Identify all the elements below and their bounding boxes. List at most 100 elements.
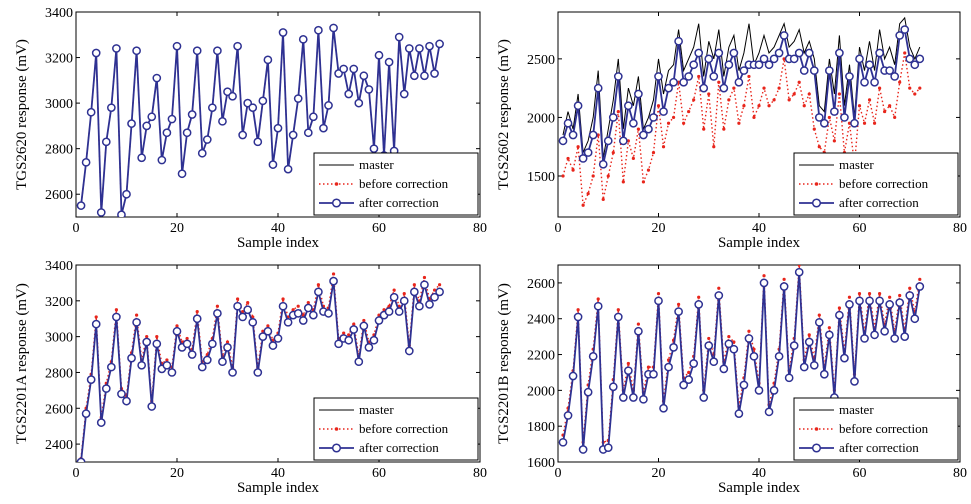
point-after-correction xyxy=(435,39,444,49)
point-after-correction xyxy=(228,368,237,377)
point-after-correction xyxy=(248,317,258,327)
point-before-correction xyxy=(241,309,245,314)
point-after-correction xyxy=(167,114,177,124)
y-tick-label: 2400 xyxy=(527,313,555,328)
legend-label: master xyxy=(839,157,874,172)
point-after-correction xyxy=(197,362,207,372)
point-before-correction xyxy=(893,115,897,120)
point-after-correction xyxy=(734,409,744,418)
point-before-correction xyxy=(742,104,746,108)
point-after-correction xyxy=(563,411,573,420)
point-after-correction xyxy=(709,72,719,81)
point-after-correction xyxy=(369,144,379,154)
series-line-after-correction xyxy=(562,272,921,451)
y-tick-label: 1800 xyxy=(527,420,555,435)
point-before-correction xyxy=(94,315,98,319)
point-before-correction xyxy=(422,275,427,280)
legend-box xyxy=(793,152,959,216)
legend-box xyxy=(793,397,959,461)
x-axis-label: Sample index xyxy=(718,235,801,251)
point-before-correction xyxy=(832,139,836,143)
point-after-correction xyxy=(167,368,177,377)
point-after-correction xyxy=(845,300,854,309)
point-before-correction xyxy=(656,292,661,296)
point-after-correction xyxy=(258,96,268,106)
point-after-correction xyxy=(679,380,688,390)
x-tick-label: 80 xyxy=(473,466,487,481)
series-line-after-correction xyxy=(562,27,921,165)
point-before-correction xyxy=(883,109,887,114)
point-after-correction xyxy=(278,301,288,311)
legend-marker xyxy=(814,182,819,186)
point-after-correction xyxy=(654,296,663,306)
point-after-correction xyxy=(664,83,673,93)
point-before-correction xyxy=(331,272,336,276)
x-axis-label: Sample index xyxy=(718,480,801,496)
point-after-correction xyxy=(825,66,834,75)
y-tick-label: 2000 xyxy=(527,384,555,399)
point-after-correction xyxy=(354,357,364,367)
point-after-correction xyxy=(639,130,648,140)
point-after-correction xyxy=(814,317,824,327)
point-after-correction xyxy=(91,48,101,58)
point-after-correction xyxy=(860,334,869,343)
point-after-correction xyxy=(689,60,699,70)
point-before-correction xyxy=(847,295,852,299)
point-before-correction xyxy=(732,86,736,90)
point-before-correction xyxy=(641,180,646,184)
legend-label: after correction xyxy=(839,195,919,210)
point-before-correction xyxy=(867,98,872,102)
point-after-correction xyxy=(900,25,910,34)
point-after-correction xyxy=(147,402,157,411)
point-after-correction xyxy=(679,77,688,87)
point-after-correction xyxy=(187,110,197,119)
point-after-correction xyxy=(243,305,253,315)
point-before-correction xyxy=(135,313,139,317)
point-after-correction xyxy=(359,71,369,81)
point-after-correction xyxy=(344,335,354,345)
y-axis-label: TGS2620 response (mV) xyxy=(14,39,30,190)
point-before-correction xyxy=(777,86,781,90)
point-before-correction xyxy=(155,335,159,339)
point-after-correction xyxy=(435,287,444,297)
point-after-correction xyxy=(799,362,809,372)
x-tick-label: 0 xyxy=(73,221,80,236)
point-before-correction xyxy=(717,80,721,84)
point-after-correction xyxy=(684,72,694,81)
series-group xyxy=(76,272,444,462)
point-before-correction xyxy=(616,308,620,312)
point-after-correction xyxy=(779,282,789,291)
chart-panel-4: 0 20 40 60 80 1600 1800 2000 2200 2400 2600 Sample … xyxy=(496,264,967,496)
point-after-correction xyxy=(573,312,583,322)
point-after-correction xyxy=(420,280,429,290)
point-before-correction xyxy=(576,308,580,312)
point-after-correction xyxy=(177,169,187,179)
point-after-correction xyxy=(624,101,633,111)
point-after-correction xyxy=(684,375,694,384)
point-before-correction xyxy=(903,51,907,55)
point-after-correction xyxy=(319,123,328,133)
point-after-correction xyxy=(855,296,864,306)
point-after-correction xyxy=(729,48,739,58)
point-after-correction xyxy=(714,291,724,300)
x-tick-label: 60 xyxy=(372,221,386,236)
point-before-correction xyxy=(802,104,806,108)
point-after-correction xyxy=(603,443,613,453)
point-after-correction xyxy=(618,136,628,146)
point-before-correction xyxy=(888,295,892,299)
point-after-correction xyxy=(905,291,915,300)
point-after-correction xyxy=(410,287,419,297)
point-before-correction xyxy=(682,121,686,125)
point-before-correction xyxy=(867,292,872,296)
point-after-correction xyxy=(719,364,729,374)
point-before-correction xyxy=(677,302,681,306)
point-after-correction xyxy=(394,32,404,42)
point-after-correction xyxy=(122,396,131,406)
point-after-correction xyxy=(298,34,308,44)
legend-marker xyxy=(334,182,339,186)
point-after-correction xyxy=(127,353,136,363)
point-after-correction xyxy=(399,89,409,99)
point-before-correction xyxy=(626,361,630,366)
point-after-correction xyxy=(263,55,273,65)
